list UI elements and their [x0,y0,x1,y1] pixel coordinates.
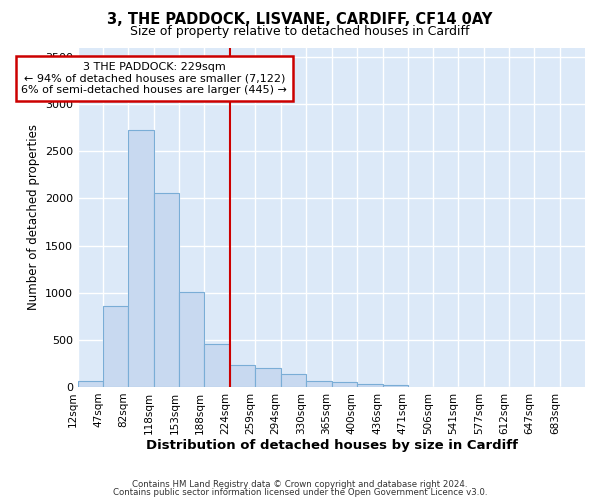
Bar [205,344,230,387]
Bar [307,382,332,387]
Bar [332,382,356,387]
Bar [128,130,154,387]
X-axis label: Distribution of detached houses by size in Cardiff: Distribution of detached houses by size … [146,440,518,452]
Text: Size of property relative to detached houses in Cardiff: Size of property relative to detached ho… [130,25,470,38]
Bar [383,384,407,387]
Bar [356,384,383,387]
Bar [281,374,307,387]
Y-axis label: Number of detached properties: Number of detached properties [26,124,40,310]
Text: 3 THE PADDOCK: 229sqm
← 94% of detached houses are smaller (7,122)
6% of semi-de: 3 THE PADDOCK: 229sqm ← 94% of detached … [21,62,287,95]
Bar [154,192,179,387]
Bar [230,366,256,387]
Bar [78,382,103,387]
Text: Contains HM Land Registry data © Crown copyright and database right 2024.: Contains HM Land Registry data © Crown c… [132,480,468,489]
Text: Contains public sector information licensed under the Open Government Licence v3: Contains public sector information licen… [113,488,487,497]
Bar [179,292,205,387]
Bar [103,306,128,387]
Bar [256,368,281,387]
Text: 3, THE PADDOCK, LISVANE, CARDIFF, CF14 0AY: 3, THE PADDOCK, LISVANE, CARDIFF, CF14 0… [107,12,493,28]
